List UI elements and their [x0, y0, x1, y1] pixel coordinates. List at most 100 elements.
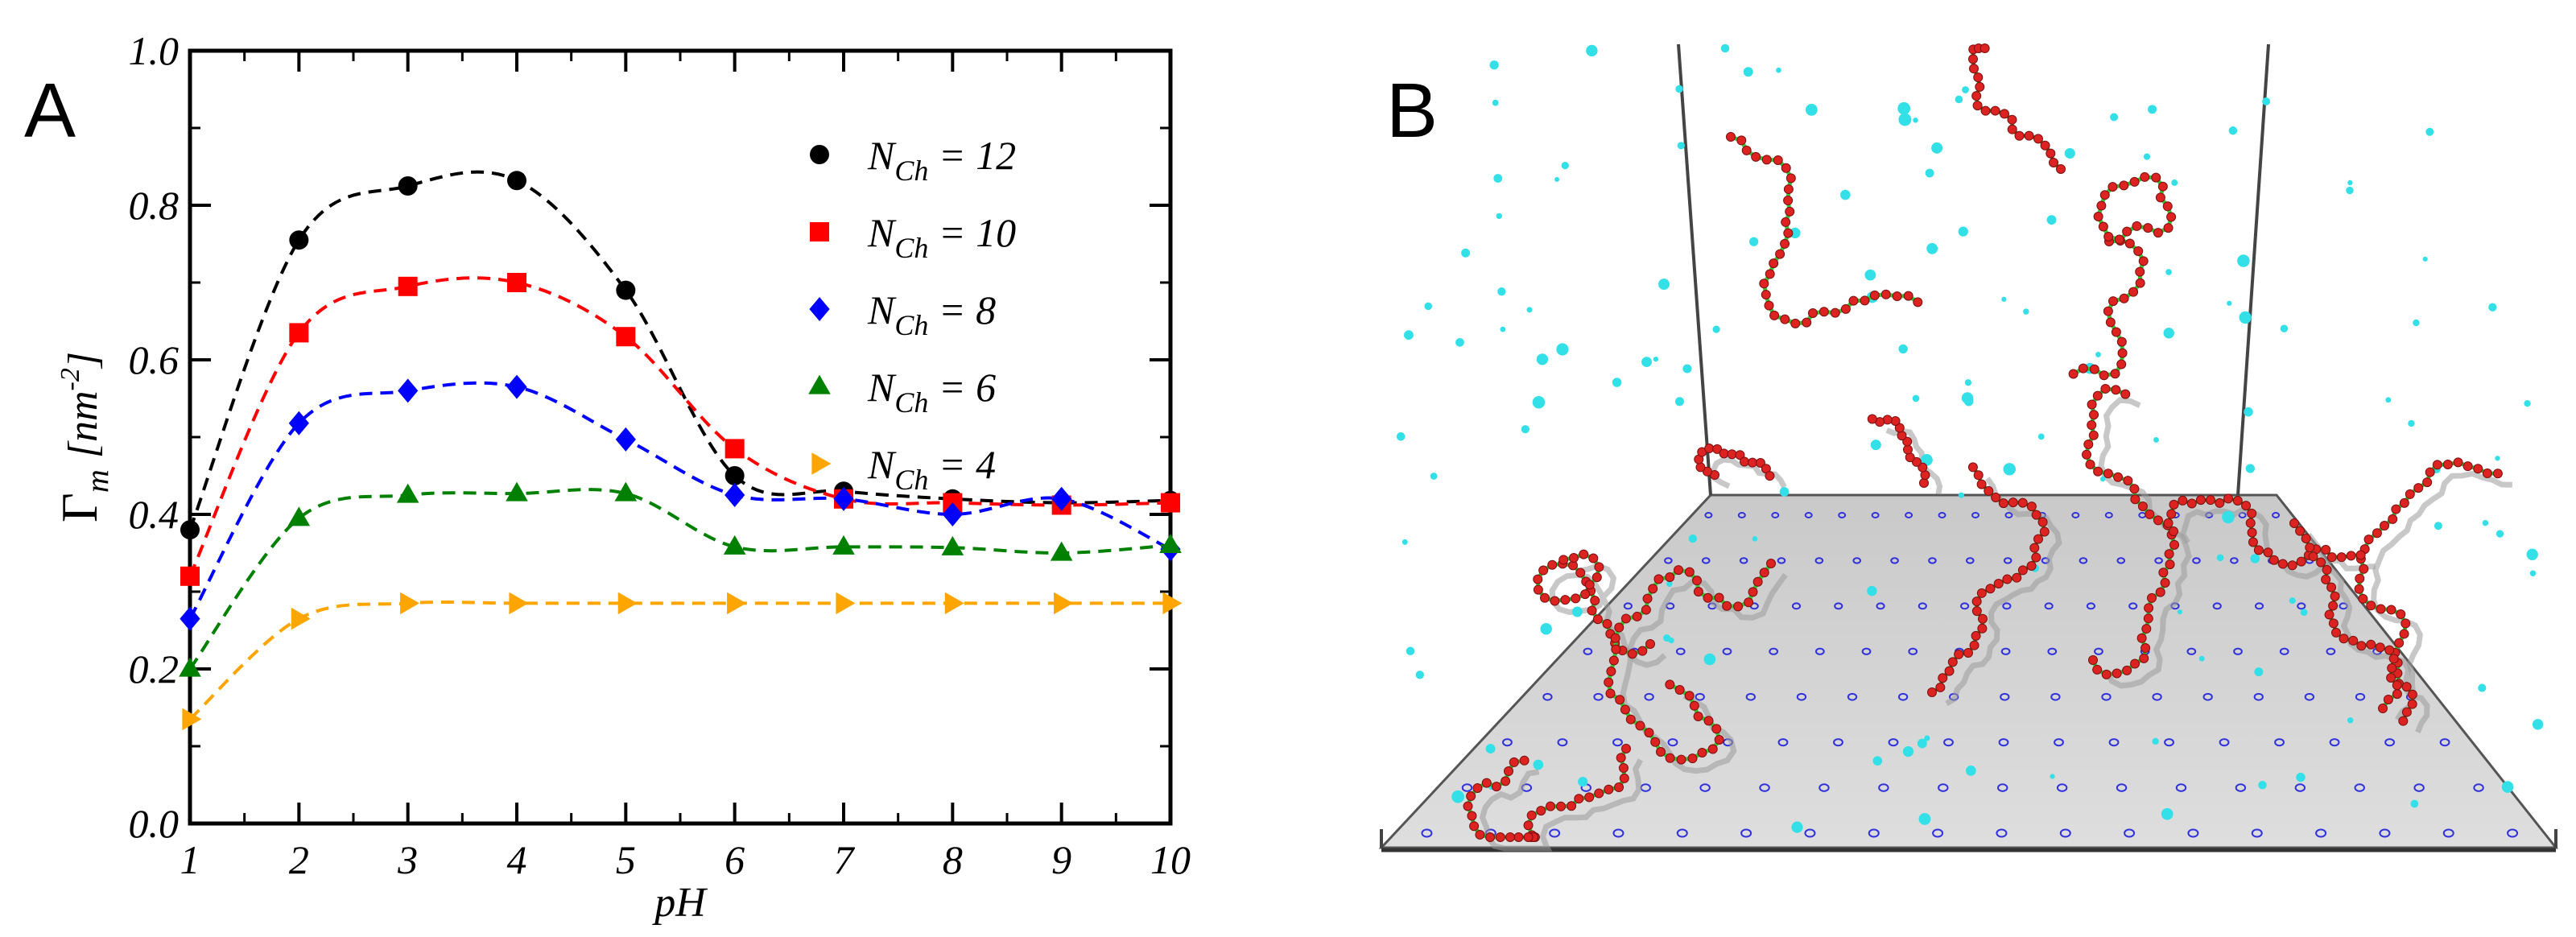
surface-site — [2329, 738, 2340, 747]
surface-site — [2355, 692, 2366, 701]
chain-bead — [2366, 639, 2376, 650]
legend-var: N — [867, 442, 897, 487]
chain-bead — [2153, 515, 2163, 526]
surface-site — [1557, 738, 1568, 747]
surface-site — [2104, 512, 2113, 518]
chain-bead — [1604, 677, 1614, 687]
ion — [1752, 536, 1758, 542]
data-point-4 — [182, 708, 202, 731]
chain-bead — [2122, 665, 2132, 675]
legend-marker-4 — [811, 452, 832, 475]
chain-bead — [1894, 423, 1905, 433]
chain-bead — [1783, 184, 1794, 195]
chain-bead — [1587, 605, 1597, 616]
ion — [1703, 653, 1716, 666]
surface-site — [2439, 738, 2450, 747]
ion — [1926, 242, 1938, 254]
ion — [2095, 351, 2101, 357]
chain-bead — [2130, 658, 2140, 669]
surface-site — [1421, 828, 1433, 838]
chain-bead — [2401, 618, 2411, 629]
data-point-4 — [836, 592, 856, 615]
chain-bead — [2346, 551, 2356, 561]
chain-bead — [1903, 291, 1913, 301]
chain-bead — [1963, 647, 1973, 658]
chain-bead — [2453, 457, 2463, 468]
chain-bead — [1781, 217, 1791, 227]
legend-value: = 6 — [928, 365, 996, 410]
chain-bead — [2111, 385, 2121, 395]
ion — [2385, 397, 2392, 403]
chain-bead — [1466, 790, 1476, 801]
chain-bead — [2330, 627, 2341, 638]
surface-site — [1918, 602, 1927, 610]
chain-bead — [2085, 459, 2095, 469]
chain-bead — [1869, 290, 1880, 300]
chain-bead — [2215, 497, 2225, 508]
ion — [1790, 227, 1801, 239]
chain-bead — [1556, 801, 1567, 811]
y-tick-label: 0.6 — [129, 337, 180, 382]
ion — [2532, 719, 2544, 730]
chain-bead — [2405, 489, 2415, 499]
surface-site — [1737, 512, 1746, 518]
ion — [2037, 433, 2045, 440]
ion — [1451, 790, 1464, 803]
chain-bead — [2363, 535, 2374, 545]
chain-bead — [1727, 449, 1737, 460]
legend-label-3: NCh = 6 — [867, 365, 996, 419]
ion — [2227, 300, 2232, 306]
chain-bead — [1947, 657, 1958, 667]
chain-bead — [1491, 782, 1501, 792]
chain-bead — [1575, 568, 1586, 578]
ion — [2050, 774, 2055, 779]
chain-bead — [1976, 588, 1987, 598]
chain-bead — [2137, 502, 2148, 512]
chain-bead — [1935, 682, 1946, 692]
ion — [1536, 353, 1549, 365]
chain-bead — [2008, 497, 2018, 508]
chain-bead — [2133, 246, 2144, 256]
ion — [2296, 772, 2306, 782]
surface-site — [1997, 783, 2008, 792]
chain-bead — [1755, 458, 1765, 468]
chain-bead — [1614, 782, 1624, 793]
chain-bead — [1642, 593, 1653, 604]
ion — [2143, 153, 2151, 160]
chain-bead — [1867, 414, 1877, 424]
surface-site — [1583, 647, 1593, 655]
chain-bead — [1972, 101, 1983, 111]
chain-bead — [2135, 278, 2145, 288]
chain-bead — [2092, 664, 2103, 675]
series-lines — [188, 170, 1171, 720]
chain-bead — [1533, 574, 1543, 584]
legend-label-0: NCh = 12 — [867, 133, 1016, 187]
chain-bead — [2140, 171, 2150, 182]
surface-site — [2187, 828, 2199, 838]
chain-bead — [2330, 591, 2340, 601]
chain-bead — [2155, 192, 2165, 203]
ion — [2171, 179, 2178, 186]
x-tick-label: 2 — [289, 837, 309, 882]
surface-site — [2297, 602, 2306, 610]
chain-bead — [1780, 314, 1790, 324]
surface-site — [2235, 783, 2247, 792]
chain-bead — [2247, 527, 2257, 538]
chain-bead — [1751, 151, 1761, 162]
surface-site — [1938, 512, 1946, 518]
surface-site — [2044, 602, 2054, 610]
chain-bead — [1980, 105, 1991, 116]
chain-bead — [2268, 555, 2279, 565]
surface-site — [1888, 738, 1899, 747]
ion — [1805, 103, 1818, 116]
chain-bead — [2130, 494, 2140, 505]
chain-bead — [1726, 132, 1736, 142]
legend-label-2: NCh = 8 — [867, 287, 996, 341]
ion — [2165, 269, 2172, 275]
chain-bead — [2114, 234, 2124, 245]
chain-bead — [1641, 605, 1651, 615]
surface-site — [2079, 557, 2088, 564]
ion — [1963, 396, 1974, 407]
chain-bead — [2166, 509, 2177, 519]
surface-site — [2152, 692, 2162, 701]
